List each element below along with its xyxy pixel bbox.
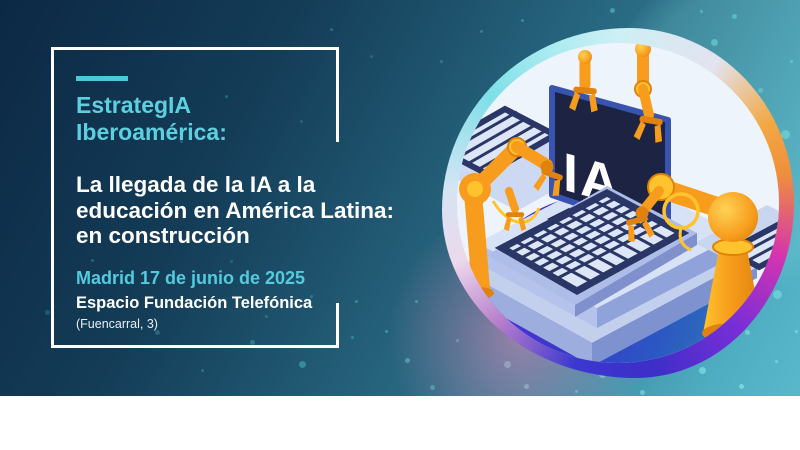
frame-border-top — [51, 47, 339, 50]
kicker-line1: EstrategIA — [76, 92, 192, 118]
robot-claw-center — [503, 187, 527, 232]
headline: La llegada de la IA a la educación en Am… — [76, 172, 394, 249]
isometric-scene: IA — [457, 43, 779, 363]
headline-line3: en construcción — [76, 223, 250, 248]
robot-arm-top-left — [568, 50, 600, 113]
blob-inner-scene: IA — [457, 43, 779, 363]
headline-line2: educación en América Latina: — [76, 197, 395, 223]
dots-pattern-large — [0, 0, 5, 5]
robots-building-ai-illustration: IA — [383, 0, 800, 450]
robot-arm-top-right — [633, 43, 666, 144]
gradient-blob: IA — [442, 28, 794, 378]
event-date: Madrid 17 de junio de 2025 — [76, 268, 306, 288]
event-address: (Fuencarral, 3) — [76, 317, 158, 331]
footer-logo-bar: OEI 75 ProFuturo UN PROGRAMA DE: Fundaci… — [0, 396, 800, 450]
headline-line1: La llegada de la IA a la — [76, 172, 316, 197]
event-venue: Espacio Fundación Telefónica — [76, 294, 313, 312]
frame-border-left — [51, 47, 54, 348]
robot-arm-right — [622, 173, 764, 343]
kicker-title: EstrategIA Iberoamérica: — [76, 92, 227, 146]
frame-border-right-bottom — [336, 303, 339, 348]
kicker-line2: Iberoamérica: — [76, 119, 227, 145]
frame-border-bottom — [51, 345, 339, 348]
dots-pattern-small — [0, 0, 3, 3]
frame-border-right-top — [336, 47, 339, 142]
accent-line — [76, 76, 128, 81]
